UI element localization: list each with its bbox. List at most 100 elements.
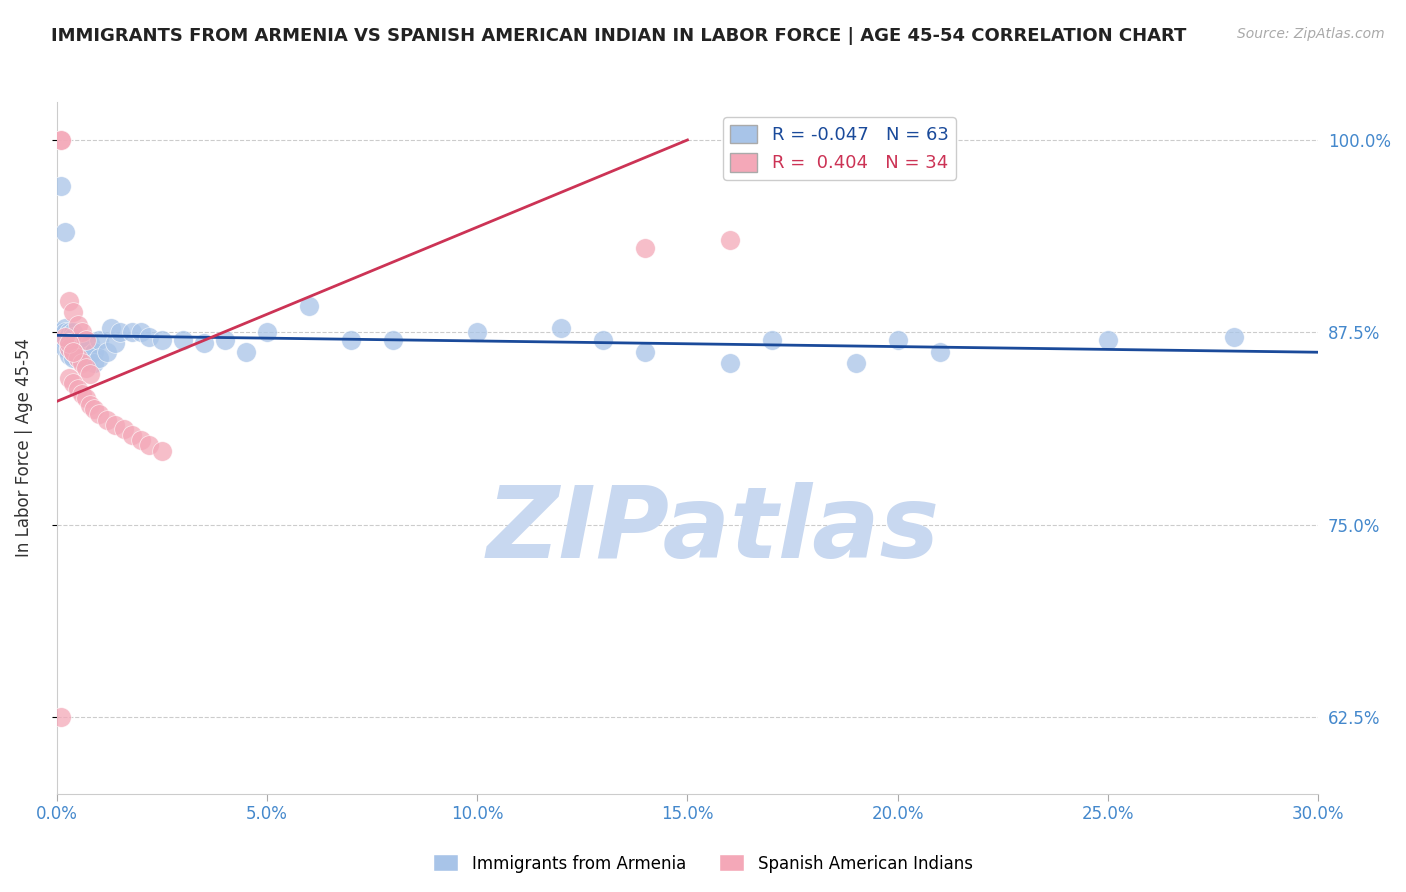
- Legend: R = -0.047   N = 63, R =  0.404   N = 34: R = -0.047 N = 63, R = 0.404 N = 34: [723, 118, 956, 179]
- Point: [129, 325, 152, 339]
- Point: [49, 179, 72, 194]
- Point: [87, 351, 110, 366]
- Point: [298, 299, 321, 313]
- Point: [886, 333, 908, 347]
- Point: [58, 294, 80, 309]
- Point: [83, 402, 105, 417]
- Point: [66, 351, 89, 366]
- Point: [75, 333, 97, 347]
- Point: [1097, 333, 1119, 347]
- Point: [845, 356, 868, 370]
- Point: [79, 398, 101, 412]
- Point: [87, 333, 110, 347]
- Point: [53, 325, 76, 339]
- Point: [62, 325, 84, 339]
- Legend: Immigrants from Armenia, Spanish American Indians: Immigrants from Armenia, Spanish America…: [426, 847, 980, 880]
- Point: [79, 336, 101, 351]
- Point: [150, 333, 173, 347]
- Point: [718, 233, 741, 247]
- Point: [49, 710, 72, 724]
- Point: [49, 133, 72, 147]
- Point: [66, 333, 89, 347]
- Point: [96, 413, 118, 427]
- Point: [70, 345, 93, 359]
- Point: [75, 360, 97, 375]
- Point: [53, 333, 76, 347]
- Point: [550, 320, 572, 334]
- Point: [49, 133, 72, 147]
- Point: [70, 386, 93, 401]
- Point: [592, 333, 614, 347]
- Point: [49, 330, 72, 344]
- Point: [70, 336, 93, 351]
- Point: [256, 325, 278, 339]
- Point: [235, 345, 257, 359]
- Point: [58, 371, 80, 385]
- Point: [79, 367, 101, 381]
- Point: [150, 443, 173, 458]
- Point: [214, 333, 236, 347]
- Point: [138, 437, 160, 451]
- Point: [761, 333, 783, 347]
- Point: [193, 336, 215, 351]
- Point: [62, 305, 84, 319]
- Point: [62, 345, 84, 359]
- Point: [928, 345, 950, 359]
- Point: [83, 345, 105, 359]
- Text: IMMIGRANTS FROM ARMENIA VS SPANISH AMERICAN INDIAN IN LABOR FORCE | AGE 45-54 CO: IMMIGRANTS FROM ARMENIA VS SPANISH AMERI…: [51, 27, 1187, 45]
- Point: [382, 333, 405, 347]
- Point: [172, 333, 194, 347]
- Point: [58, 336, 80, 351]
- Point: [58, 348, 80, 362]
- Point: [121, 325, 143, 339]
- Point: [62, 345, 84, 359]
- Point: [70, 325, 93, 339]
- Point: [66, 382, 89, 396]
- Point: [83, 356, 105, 370]
- Point: [138, 330, 160, 344]
- Point: [58, 341, 80, 355]
- Point: [465, 325, 488, 339]
- Point: [75, 343, 97, 358]
- Point: [53, 341, 76, 355]
- Point: [96, 345, 118, 359]
- Point: [121, 428, 143, 442]
- Point: [62, 336, 84, 351]
- Point: [634, 345, 657, 359]
- Point: [79, 348, 101, 362]
- Point: [58, 325, 80, 339]
- Point: [66, 337, 89, 351]
- Point: [58, 336, 80, 351]
- Point: [104, 417, 127, 432]
- Point: [87, 407, 110, 421]
- Y-axis label: In Labor Force | Age 45-54: In Labor Force | Age 45-54: [15, 338, 32, 558]
- Point: [53, 225, 76, 239]
- Point: [66, 343, 89, 358]
- Point: [70, 354, 93, 368]
- Point: [62, 376, 84, 390]
- Point: [112, 422, 135, 436]
- Point: [75, 392, 97, 406]
- Point: [66, 318, 89, 332]
- Point: [75, 333, 97, 347]
- Point: [634, 241, 657, 255]
- Point: [66, 351, 89, 366]
- Point: [75, 354, 97, 368]
- Point: [58, 341, 80, 355]
- Point: [340, 333, 363, 347]
- Point: [62, 330, 84, 344]
- Point: [53, 330, 76, 344]
- Point: [129, 433, 152, 447]
- Point: [100, 320, 122, 334]
- Point: [104, 336, 127, 351]
- Text: ZIPatlas: ZIPatlas: [486, 483, 939, 579]
- Point: [1223, 330, 1246, 344]
- Point: [62, 351, 84, 366]
- Point: [58, 328, 80, 343]
- Point: [53, 320, 76, 334]
- Point: [58, 333, 80, 347]
- Point: [718, 356, 741, 370]
- Text: Source: ZipAtlas.com: Source: ZipAtlas.com: [1237, 27, 1385, 41]
- Point: [70, 356, 93, 370]
- Point: [108, 325, 131, 339]
